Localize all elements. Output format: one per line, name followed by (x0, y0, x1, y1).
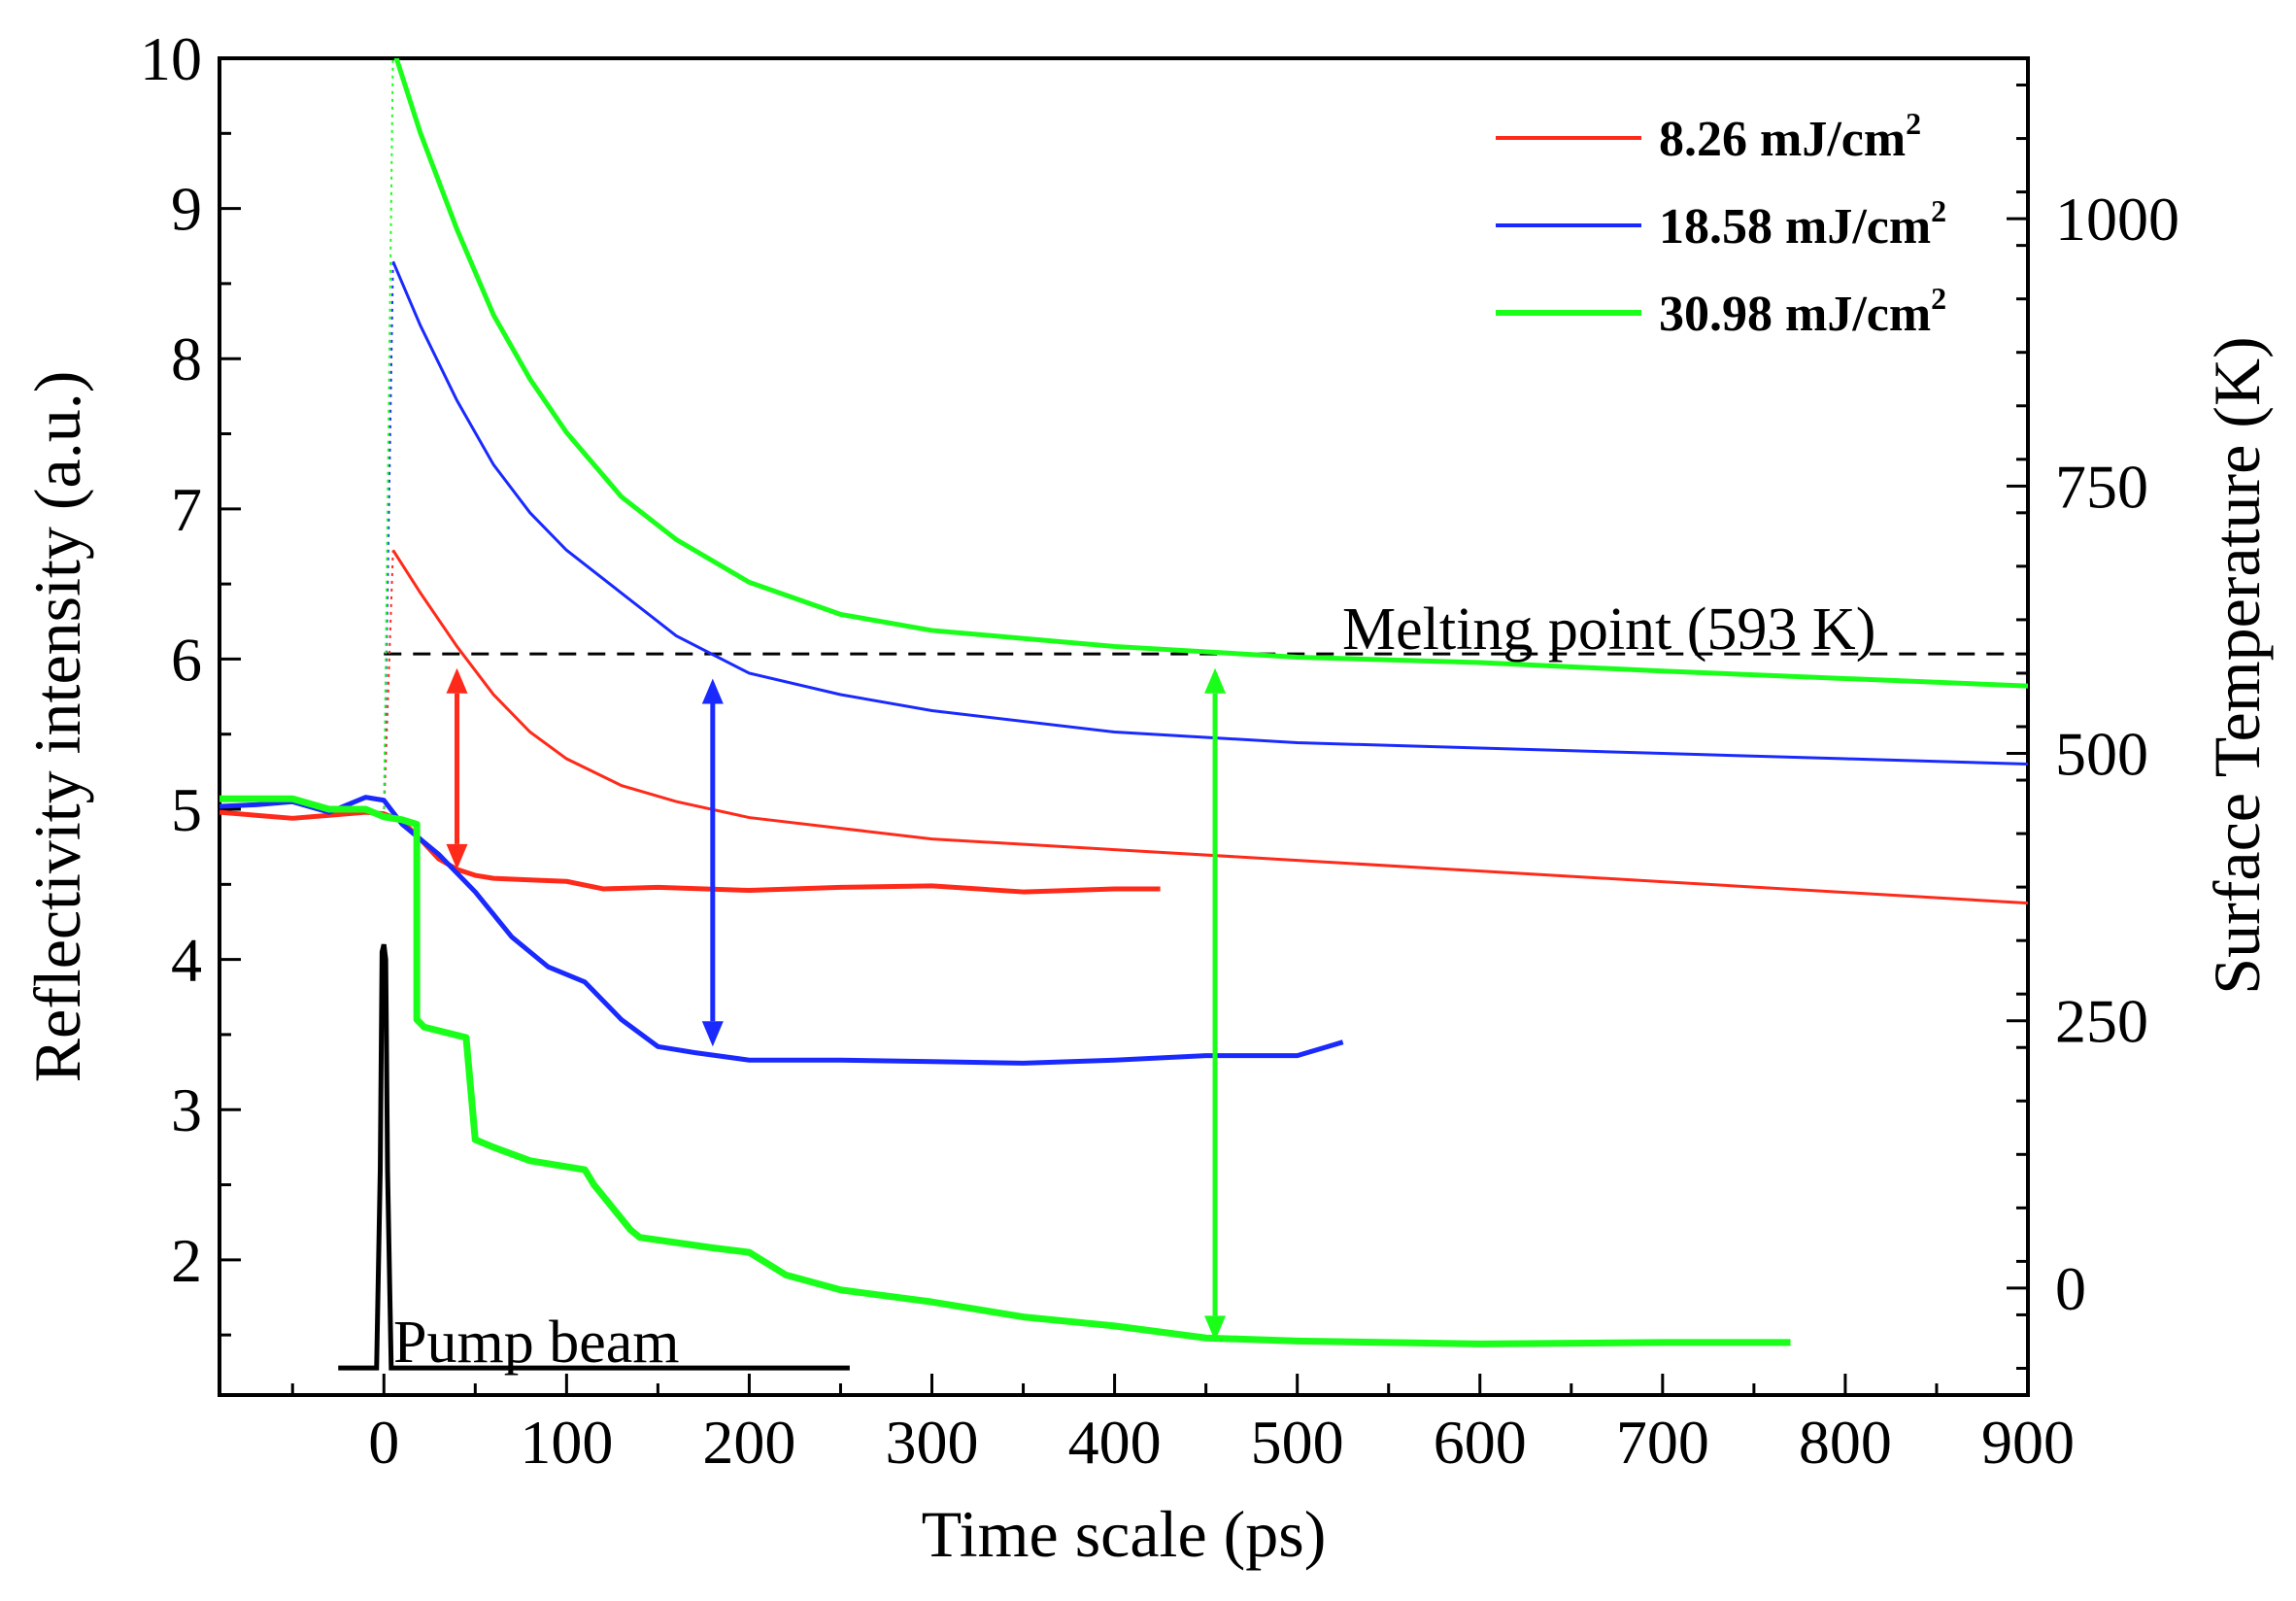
x-tick-label: 400 (1068, 1408, 1162, 1477)
x-axis-title: Time scale (ps) (922, 1497, 1327, 1571)
y-axis-right: 0 250 500 750 1000 (2007, 84, 2179, 1370)
temperature-rise (383, 58, 394, 817)
arrow-head-up (701, 678, 724, 704)
x-tick-label: 500 (1251, 1408, 1344, 1477)
x-tick-label: 300 (886, 1408, 979, 1477)
arrow-head-up (1204, 667, 1227, 694)
legend: 8.26 mJ/cm2 18.58 mJ/cm2 30.98 mJ/cm2 (1496, 106, 1946, 342)
y-left-tick-label: 5 (171, 775, 202, 844)
legend-label-superscript: 2 (1906, 106, 1921, 141)
legend-label: 18.58 mJ/cm2 (1659, 193, 1946, 255)
arrow-head-down (446, 843, 468, 869)
y-axis-left: 2 3 4 5 6 7 8 9 10 (140, 24, 241, 1337)
x-tick-label: 900 (1981, 1408, 2075, 1477)
y-left-tick-label: 7 (171, 475, 202, 544)
double-arrows (446, 667, 1227, 1342)
y-right-tick-label: 750 (2055, 452, 2148, 521)
reflectivity-series (219, 795, 1791, 1347)
y-axis-left-title: Reflectivity intensity (a.u.) (20, 371, 94, 1083)
pump-beam-label: Pump beam (393, 1310, 679, 1376)
arrow-head-down (701, 1021, 724, 1047)
reflectivity-line (219, 795, 1791, 1347)
y-left-tick-label: 9 (171, 175, 202, 244)
x-tick-label: 100 (520, 1408, 613, 1477)
y-left-tick-label: 8 (171, 324, 202, 393)
x-tick-label: 200 (702, 1408, 795, 1477)
y-right-tick-label: 500 (2055, 720, 2148, 789)
y-left-tick-label: 10 (140, 24, 202, 93)
temperature-rise (383, 550, 394, 817)
temperature-line (391, 260, 2028, 766)
x-tick-label: 800 (1799, 1408, 1892, 1477)
pump-beam-pulse (338, 943, 850, 1371)
legend-label: 30.98 mJ/cm2 (1659, 281, 1946, 342)
reflectivity-line (219, 809, 1161, 895)
temperature-rise (383, 261, 394, 817)
legend-label-superscript: 2 (1931, 281, 1946, 316)
y-right-tick-label: 1000 (2055, 185, 2179, 254)
y-right-tick-label: 250 (2055, 987, 2148, 1056)
legend-label-superscript: 2 (1931, 193, 1946, 228)
temperature-series (383, 58, 2028, 905)
y-left-tick-label: 4 (171, 926, 202, 995)
arrow-head-down (1204, 1315, 1227, 1342)
arrow-head-up (446, 667, 468, 694)
y-right-tick-label: 0 (2055, 1254, 2086, 1323)
y-axis-right-title: Surface Temperature (K) (2200, 336, 2274, 994)
x-tick-label: 0 (368, 1408, 399, 1477)
plot-frame (218, 56, 2030, 1397)
legend-label: 8.26 mJ/cm2 (1659, 106, 1921, 167)
melting-point-label: Melting point (593 K) (1342, 596, 1875, 663)
x-axis: 0 100 200 300 400 500 600 700 800 900 (290, 1374, 2075, 1477)
x-tick-label: 600 (1434, 1408, 1527, 1477)
temperature-line (393, 58, 2028, 689)
y-left-tick-label: 2 (171, 1226, 202, 1295)
y-left-tick-label: 3 (171, 1075, 202, 1144)
temperature-line (391, 549, 2028, 905)
reflectivity-line (219, 795, 1344, 1066)
x-tick-label: 700 (1616, 1408, 1709, 1477)
y-left-tick-label: 6 (171, 625, 202, 694)
